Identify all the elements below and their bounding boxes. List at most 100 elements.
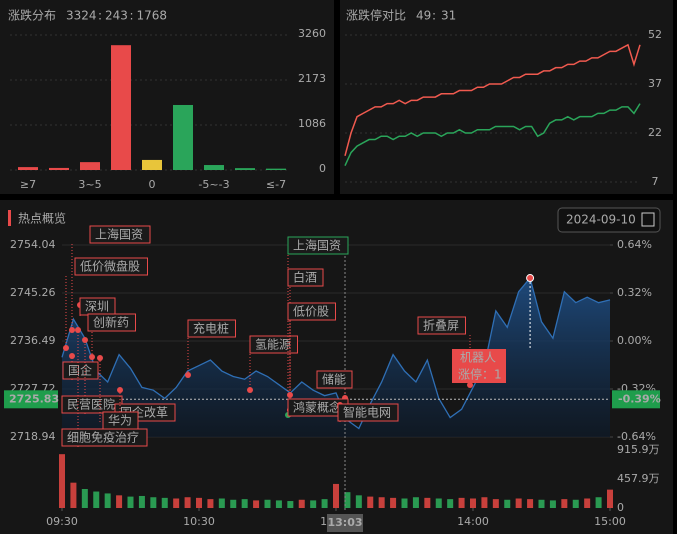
- y-tick-label: 3260: [298, 27, 326, 40]
- y2-tick-label: 0.00%: [617, 334, 652, 347]
- count: :: [432, 9, 436, 23]
- volume-bar: [607, 489, 613, 508]
- current-tag: [612, 390, 660, 409]
- annotation-box: [417, 316, 466, 335]
- bar: [111, 45, 131, 170]
- volume-bar: [367, 496, 374, 508]
- highlight-box: [452, 349, 506, 383]
- area: [62, 278, 610, 437]
- dot: [63, 345, 69, 351]
- x-tick-label: 3~5: [78, 178, 101, 191]
- panel-title: 热点概览: [18, 211, 66, 226]
- y-tick-label: 22: [648, 126, 662, 139]
- volume-bar: [287, 501, 294, 508]
- y2-tick-label: 0.32%: [617, 286, 652, 299]
- annotation-box: [87, 313, 136, 332]
- volume-bar: [355, 495, 362, 508]
- y-tick-label: 2718.94: [10, 430, 56, 443]
- x-tick-label: ≥7: [20, 178, 36, 191]
- dot: [97, 355, 103, 361]
- bar: [80, 162, 100, 170]
- volume-bar: [390, 497, 397, 508]
- bar: [266, 168, 286, 170]
- cursor-label: 13:03: [327, 516, 362, 529]
- bar: [49, 167, 69, 170]
- volume-bar: [230, 499, 237, 508]
- volume-bar: [572, 499, 579, 508]
- annotation: 鸿蒙概念: [293, 400, 341, 415]
- volume-bar: [538, 499, 545, 508]
- volume-bar: [595, 497, 602, 508]
- annotation: 国企: [68, 363, 92, 378]
- volume-bar: [218, 498, 225, 508]
- annotation: 上海国资: [95, 227, 143, 242]
- volume-tick-label: 915.9万: [617, 443, 660, 456]
- line: [344, 43, 641, 157]
- volume-bar: [492, 499, 499, 508]
- volume-bar: [470, 498, 476, 508]
- annotation-box: [187, 319, 236, 338]
- volume-bar: [150, 497, 157, 508]
- dot: [82, 337, 88, 343]
- annotation: 白酒: [293, 270, 317, 285]
- count: 31: [441, 9, 456, 23]
- volume-bar: [104, 493, 111, 508]
- volume-bar: [344, 492, 351, 508]
- bar: [173, 104, 193, 170]
- line: [344, 103, 641, 166]
- annotation: 低价股: [293, 305, 329, 319]
- volume-tick-label: 457.9万: [617, 472, 660, 485]
- y2-tick-label: 0.64%: [617, 238, 652, 251]
- dot: [117, 387, 123, 393]
- annotation-box: [89, 225, 151, 244]
- y-tick-label: 2745.26: [10, 286, 56, 299]
- dot: [69, 327, 75, 333]
- annotation-box: [316, 370, 353, 389]
- volume-bar: [584, 498, 591, 508]
- bar: [204, 165, 224, 170]
- count: 1768: [137, 9, 168, 23]
- volume-bar: [333, 483, 339, 508]
- panel-title: 涨跌分布: [8, 8, 56, 23]
- volume-bar: [515, 498, 522, 508]
- volume-bar: [116, 495, 123, 508]
- annotation: 创新药: [93, 315, 129, 330]
- volume-bar: [504, 499, 511, 508]
- count: 243: [105, 9, 128, 23]
- date-picker[interactable]: [557, 207, 661, 233]
- y-tick-label: 1086: [298, 117, 326, 130]
- dot: [526, 274, 535, 283]
- volume-bar: [127, 496, 134, 508]
- annotation: 细胞免疫治疗: [67, 430, 139, 445]
- calendar-icon: [641, 212, 655, 227]
- volume-bar: [138, 495, 145, 508]
- volume-bar: [321, 499, 328, 508]
- volume-bar: [275, 500, 282, 508]
- x-tick-label: 10:30: [183, 515, 215, 528]
- volume-bar: [253, 500, 260, 508]
- volume-bar: [310, 500, 317, 508]
- volume-bar: [435, 498, 442, 508]
- date: 2024-09-10: [566, 213, 636, 227]
- dot: [247, 387, 253, 393]
- volume-bar: [196, 497, 202, 508]
- annotation: 民营医院: [67, 398, 115, 412]
- annotation: 氢能源: [255, 337, 291, 352]
- x-tick-label: 0: [149, 178, 156, 191]
- panel: [0, 0, 334, 194]
- y-tick-label: 52: [648, 28, 662, 41]
- current-value: 2725.83: [9, 392, 59, 405]
- dot: [467, 382, 473, 388]
- volume-bar: [458, 497, 465, 508]
- y-tick-label: 0: [319, 162, 326, 175]
- volume-bar: [527, 499, 534, 508]
- current-pct: -0.39%: [618, 392, 661, 405]
- bar: [18, 167, 38, 170]
- volume-bar: [207, 499, 214, 508]
- volume-bar: [378, 497, 385, 508]
- volume-bar: [412, 497, 419, 508]
- highlight-name: 机器人: [460, 351, 496, 365]
- annotation: 深圳: [85, 300, 109, 314]
- count: 49: [416, 9, 431, 23]
